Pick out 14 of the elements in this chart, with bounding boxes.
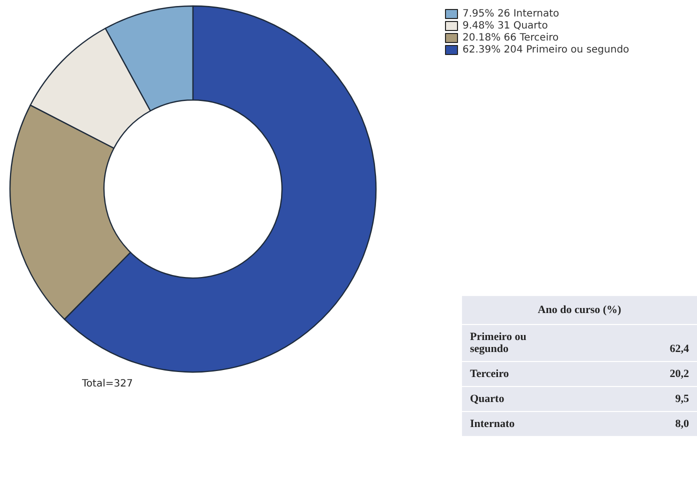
text: Total=327 — [81, 378, 133, 390]
category-label: Internato — [462, 412, 568, 436]
data-label: 20,2 — [568, 362, 697, 386]
text: Ano do curso (%) — [462, 296, 697, 324]
data-label: 62,4 — [568, 324, 697, 362]
legend-label: 9.48% 31 Quarto — [462, 20, 548, 32]
legend-label: 7.95% 26 Internato — [462, 8, 560, 20]
category-label: Primeiro ou segundo — [462, 324, 568, 362]
legend-label: 20.18% 66 Terceiro — [462, 32, 559, 44]
category-label: Terceiro — [462, 362, 568, 386]
data-label: 9,5 — [568, 386, 697, 412]
legend-label: 62.39% 204 Primeiro ou segundo — [462, 44, 630, 56]
data-label: 8,0 — [568, 412, 697, 436]
category-label: Quarto — [462, 386, 568, 412]
